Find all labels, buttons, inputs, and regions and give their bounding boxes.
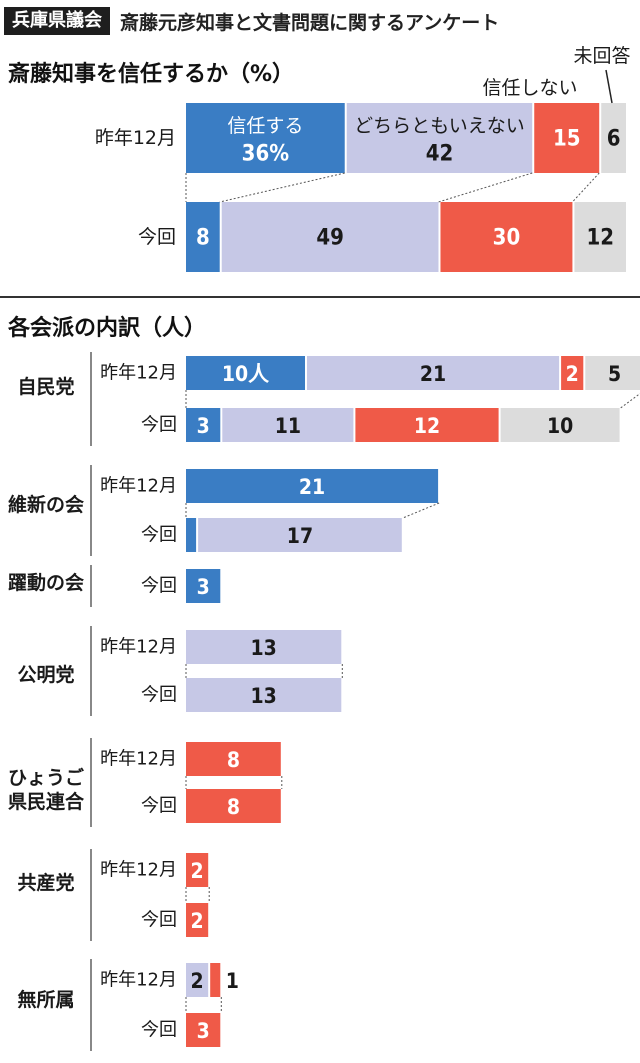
bar-label-3-0-1: 13: [251, 636, 277, 660]
bar-label-2-0-0: 3: [197, 575, 210, 599]
bar-3-0-1: [186, 630, 342, 664]
connector-2: [572, 172, 600, 203]
bar-0-1-2: [355, 408, 499, 442]
bar-label-3-1-1: 13: [251, 684, 277, 708]
bar-label-6-1-2: 3: [197, 1019, 210, 1043]
bar-0-1-3: [500, 408, 620, 442]
bar-5-0-2: [186, 853, 209, 887]
bar-0-1-0: [186, 408, 221, 442]
bar-label-1-1-1: 17: [287, 524, 313, 548]
group-name-2: 躍動の会: [8, 571, 84, 594]
bar-1-1-1: [198, 518, 402, 552]
bar-2-0-0: [186, 569, 221, 603]
seg-name-2: 信任しない: [482, 77, 577, 99]
bar-0-0-3: [585, 356, 640, 390]
bar-6-0-1: [186, 963, 209, 997]
callout-line-no-answer: [605, 69, 613, 104]
bar-4-0-2: [186, 742, 281, 776]
bar-label-5-0-2: 2: [191, 859, 204, 883]
period-label-4-1: 今回: [141, 796, 177, 817]
bar-label-1-2: 30: [493, 226, 521, 251]
bar-label-1-1: 49: [316, 226, 344, 251]
bar-label-0-0-3: 5: [608, 362, 621, 386]
period-label-6-0: 昨年12月: [100, 970, 177, 991]
period-label-5-0: 昨年12月: [100, 860, 177, 881]
seg-name-3: 未回答: [573, 45, 630, 67]
bar-1-3: [574, 202, 626, 272]
bar-0-0-1: [307, 356, 560, 390]
group-name-6: 無所属: [17, 988, 74, 1011]
bar-label-5-1-2: 2: [191, 909, 204, 933]
bar-1-2: [440, 202, 573, 272]
bar-1-1-0: [186, 518, 197, 552]
bar-label-4-0-2: 8: [227, 748, 240, 772]
seg-name-0: 信任する: [227, 115, 303, 137]
group-name-4-1: 県民連合: [8, 790, 85, 813]
period-label-6-1: 今回: [141, 1020, 177, 1041]
bar-1-1: [221, 202, 439, 272]
bar-label-0-0-1: 21: [420, 362, 446, 386]
group-name-3: 公明党: [17, 663, 74, 686]
bar-0-3: [601, 103, 626, 173]
connector-1-end: [402, 502, 440, 519]
period-label-0-0: 昨年12月: [100, 363, 177, 384]
bar-6-1-2: [186, 1013, 221, 1047]
bar-label-0-3: 6: [607, 127, 621, 152]
header-title: 斎藤元彦知事と文書問題に関するアンケート: [120, 11, 500, 34]
section2-title: 各会派の内訳（人）: [8, 316, 207, 341]
bar-label-4-1-2: 8: [227, 795, 240, 819]
period-label-3-1: 今回: [141, 685, 177, 706]
period-label-5-1: 今回: [141, 910, 177, 931]
bar-label-0-1: 42: [426, 142, 454, 167]
seg-name-1: どちらともいえない: [354, 115, 525, 137]
header: 兵庫県議会 斎藤元彦知事と文書問題に関するアンケート: [4, 6, 499, 36]
bar-6-0-2: [210, 963, 221, 997]
connector-1: [438, 172, 533, 203]
row-label-1: 今回: [138, 226, 176, 248]
bar-0-2: [534, 103, 600, 173]
bar-0-0-2: [561, 356, 584, 390]
bar-label-0-1-3: 10: [547, 414, 573, 438]
bar-label-6-0-2: 1: [226, 969, 239, 993]
bar-label-0-0: 36%: [242, 142, 290, 167]
bar-label-0-0-2: 2: [566, 362, 579, 386]
bar-label-0-1-1: 11: [275, 414, 301, 438]
bar-label-0-2: 15: [553, 127, 581, 152]
period-label-1-1: 今回: [141, 525, 177, 546]
period-label-4-0: 昨年12月: [100, 749, 177, 770]
header-tag: 兵庫県議会: [4, 7, 110, 35]
bar-label-1-3: 12: [586, 226, 614, 251]
bar-label-6-0-1: 2: [191, 969, 204, 993]
bar-5-1-2: [186, 903, 209, 937]
bar-label-0-1-2: 12: [414, 414, 440, 438]
section-divider: [0, 296, 640, 298]
connector-0: [219, 172, 345, 203]
bar-label-1-0-0: 21: [299, 475, 325, 499]
group-name-1: 維新の会: [8, 493, 84, 516]
row-label-0: 昨年12月: [95, 127, 176, 149]
bar-3-1-1: [186, 678, 342, 712]
bar-label-1-0: 8: [196, 226, 210, 251]
period-label-1-0: 昨年12月: [100, 476, 177, 497]
bar-4-1-2: [186, 789, 281, 823]
bar-0-0-0: [186, 356, 305, 390]
connector-0-end: [620, 392, 640, 409]
period-label-0-1: 今回: [141, 415, 177, 436]
period-label-3-0: 昨年12月: [100, 637, 177, 658]
bar-1-0: [186, 202, 220, 272]
bar-0-0: [186, 103, 345, 173]
bar-0-1: [346, 103, 533, 173]
section1-title: 斎藤知事を信任するか（%）: [8, 62, 295, 87]
bar-1-0-0: [186, 469, 439, 503]
bar-label-0-1-0: 3: [197, 414, 210, 438]
period-label-2-0: 今回: [141, 576, 177, 597]
group-name-0: 自民党: [17, 375, 74, 398]
group-name-5: 共産党: [17, 871, 74, 894]
bar-0-1-1: [222, 408, 354, 442]
bar-label-0-0-0: 10人: [222, 362, 269, 386]
group-name-4-0: ひょうご: [8, 766, 84, 789]
